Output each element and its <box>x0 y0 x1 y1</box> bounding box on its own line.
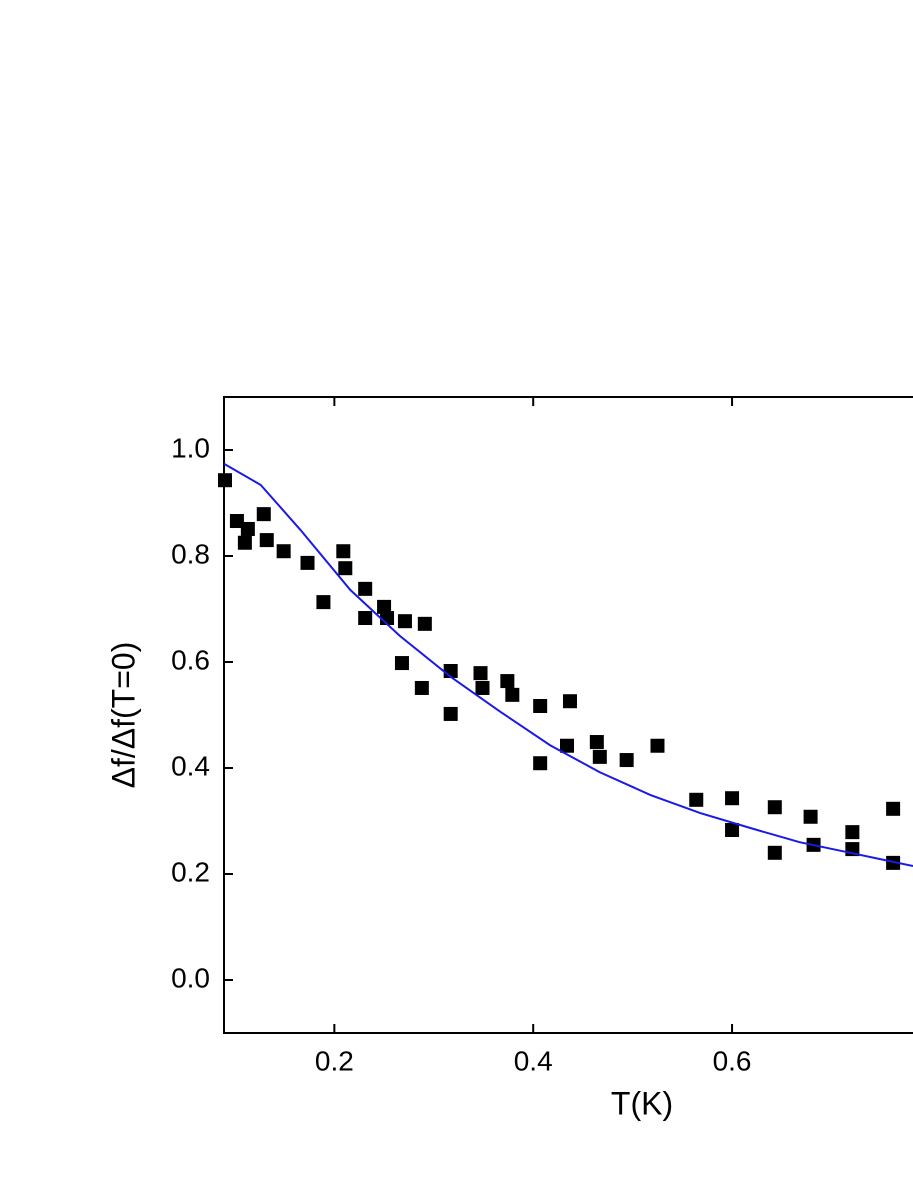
x-axis-title: T(K) <box>611 1085 673 1121</box>
y-tick-label: 0.6 <box>171 644 210 675</box>
x-tick-label: 0.4 <box>514 1045 553 1076</box>
marker <box>397 614 412 629</box>
marker <box>316 595 331 610</box>
marker <box>533 756 548 771</box>
y-tick-label: 0.8 <box>171 538 210 569</box>
marker <box>562 694 577 709</box>
plot-frame <box>223 396 913 1034</box>
marker <box>300 555 315 570</box>
marker <box>338 561 353 576</box>
marker <box>417 616 432 631</box>
marker <box>358 611 373 626</box>
marker <box>886 855 901 870</box>
marker <box>237 535 252 550</box>
marker <box>229 514 244 529</box>
marker <box>592 749 607 764</box>
marker <box>259 533 274 548</box>
x-tick-label: 0.6 <box>713 1045 752 1076</box>
marker <box>589 735 604 750</box>
y-tick-label: 1.0 <box>171 432 210 463</box>
marker <box>414 680 429 695</box>
marker <box>650 738 665 753</box>
marker <box>767 800 782 815</box>
marker <box>217 473 232 488</box>
marker <box>276 544 291 559</box>
marker <box>475 680 490 695</box>
marker <box>803 809 818 824</box>
x-tick-label: 0.2 <box>315 1045 354 1076</box>
marker <box>619 753 634 768</box>
marker <box>845 825 860 840</box>
marker <box>394 656 409 671</box>
y-tick-label: 0.4 <box>171 750 210 781</box>
marker <box>725 791 740 806</box>
marker <box>500 674 515 689</box>
marker <box>505 687 520 702</box>
marker <box>336 544 351 559</box>
marker <box>256 507 271 522</box>
y-tick-label: 0.2 <box>171 856 210 887</box>
y-tick-label: 0.0 <box>171 962 210 993</box>
marker <box>473 666 488 681</box>
y-axis-title: Δf/Δf(T=0) <box>105 642 141 789</box>
fit-line <box>223 462 913 868</box>
marker <box>533 698 548 713</box>
marker <box>240 521 255 536</box>
marker <box>560 738 575 753</box>
marker <box>725 823 740 838</box>
marker <box>886 801 901 816</box>
marker <box>767 845 782 860</box>
marker <box>358 581 373 596</box>
marker <box>377 599 392 614</box>
marker <box>689 792 704 807</box>
marker <box>443 706 458 721</box>
